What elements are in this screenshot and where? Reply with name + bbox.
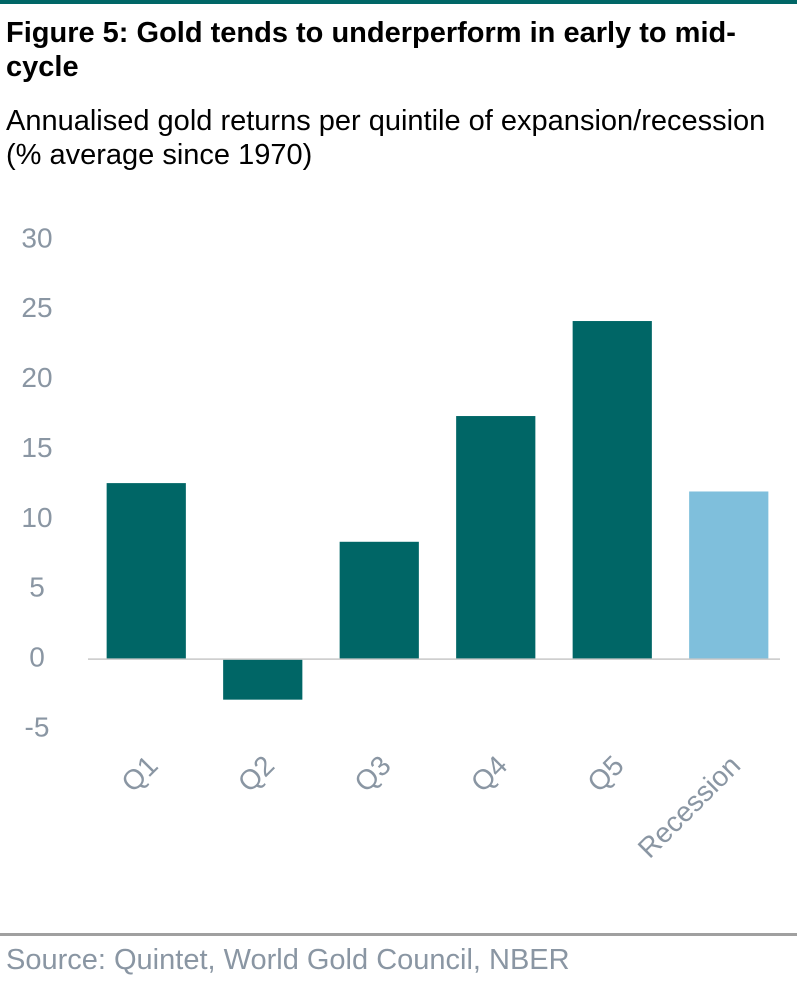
y-tick-label: -5 [25,711,50,742]
top-rule [0,0,797,4]
bar [339,541,419,660]
bar [689,491,769,660]
y-tick-label: 5 [29,572,45,603]
y-tick-label: 10 [21,502,52,533]
y-tick-label: 0 [29,642,45,673]
chart-title: Figure 5: Gold tends to underperform in … [6,17,736,83]
bar [223,659,303,700]
source-rule [0,933,797,936]
x-tick-label: Q3 [348,750,396,798]
chart-subtitle: Annualised gold returns per quintile of … [6,105,766,171]
x-tick-label: Q2 [232,750,280,798]
y-tick-label: 30 [21,222,52,253]
y-tick-label: 25 [21,292,52,323]
x-tick-label: Q1 [115,750,163,798]
chart: -5 0 5 10 15 20 25 30 Q1 Q2 Q3 Q4 Q5 Recession [21,222,780,864]
bar [572,321,652,660]
x-tick-label: Q5 [581,750,629,798]
bar [106,483,186,660]
y-tick-label: 15 [21,432,52,463]
x-tick-label: Recession [632,750,746,864]
source-note: Source: Quintet, World Gold Council, NBE… [6,944,570,976]
y-tick-label: 20 [21,362,52,393]
x-tick-label: Q4 [465,750,513,798]
bar [456,416,536,660]
